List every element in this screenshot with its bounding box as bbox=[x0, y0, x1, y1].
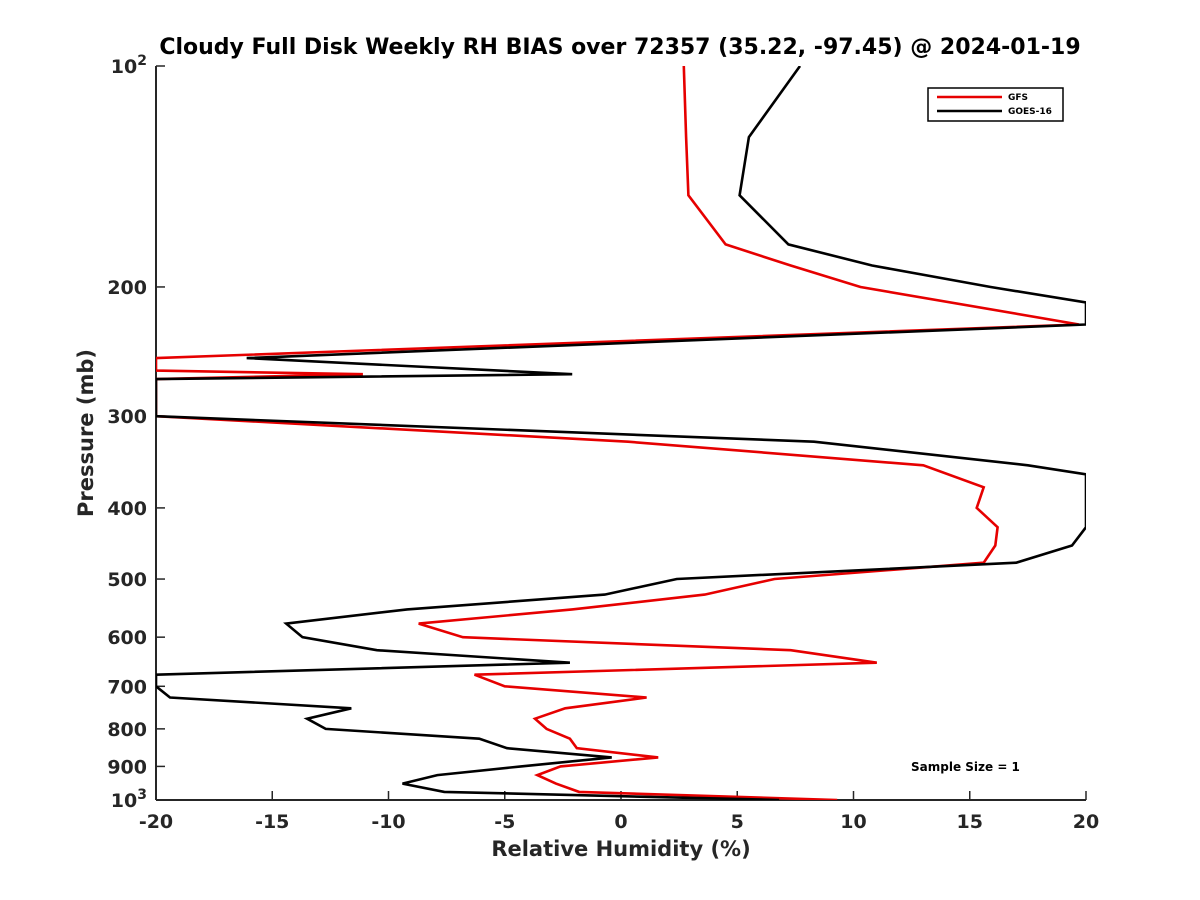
x-tick-label: 15 bbox=[957, 811, 983, 833]
y-tick-label: 102 bbox=[111, 53, 147, 78]
x-tick-label: -15 bbox=[255, 811, 289, 833]
x-tick-label: 5 bbox=[731, 811, 744, 833]
series-layer bbox=[156, 66, 1086, 800]
y-tick-label: 900 bbox=[107, 756, 147, 778]
y-tick-label: 800 bbox=[107, 719, 147, 741]
series-line-goes16 bbox=[156, 66, 1086, 800]
x-tick-label: 10 bbox=[840, 811, 866, 833]
legend-box bbox=[927, 87, 1064, 122]
x-tick-label: -10 bbox=[371, 811, 405, 833]
y-tick-label: 300 bbox=[107, 406, 147, 428]
legend: GFS GOES-16 bbox=[927, 87, 1064, 122]
y-tick-label: 700 bbox=[107, 676, 147, 698]
sample-size-annotation: Sample Size = 1 bbox=[911, 760, 1020, 774]
y-tick-label: 200 bbox=[107, 277, 147, 299]
x-tick-label: -5 bbox=[494, 811, 515, 833]
y-tick-label: 600 bbox=[107, 627, 147, 649]
x-axis-ticks: -20 -15 -10 -5 0 5 10 15 20 bbox=[139, 791, 1099, 833]
chart-title: Cloudy Full Disk Weekly RH BIAS over 723… bbox=[159, 35, 1080, 60]
y-axis-label: Pressure (mb) bbox=[74, 349, 98, 517]
legend-label-goes16: GOES-16 bbox=[1008, 107, 1052, 117]
y-tick-label: 500 bbox=[107, 569, 147, 591]
x-tick-label: 20 bbox=[1073, 811, 1099, 833]
x-axis-label: Relative Humidity (%) bbox=[491, 837, 750, 861]
legend-label-gfs: GFS bbox=[1008, 93, 1028, 103]
series-line-gfs bbox=[156, 66, 1080, 800]
x-tick-label: -20 bbox=[139, 811, 173, 833]
y-tick-label: 103 bbox=[111, 787, 147, 812]
x-tick-label: 0 bbox=[614, 811, 627, 833]
y-tick-label: 400 bbox=[107, 498, 147, 520]
y-axis-ticks: 102 200 300 400 500 600 700 800 900 103 bbox=[107, 53, 165, 812]
